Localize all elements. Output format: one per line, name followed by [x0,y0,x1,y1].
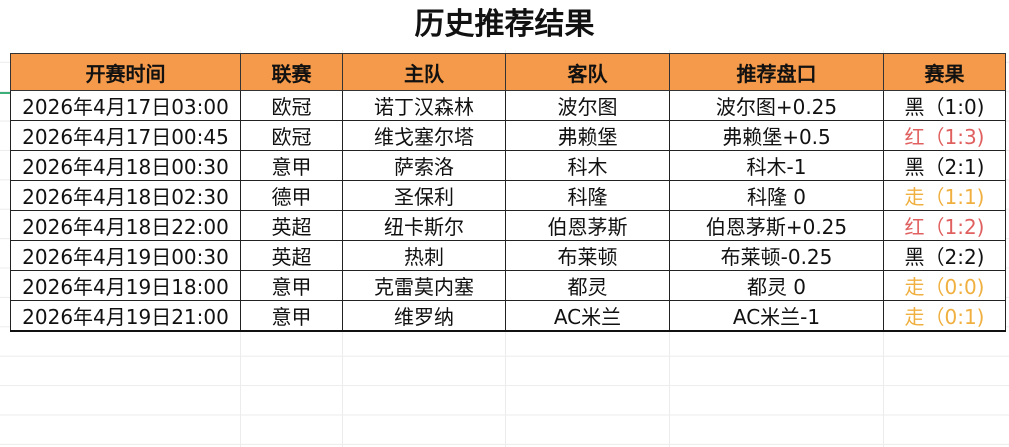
page-title: 历史推荐结果 [0,0,1009,50]
cell-away[interactable]: 伯恩茅斯 [505,210,670,241]
cell-league[interactable]: 英超 [240,210,343,241]
cell-time[interactable]: 2026年4月19日18:00 [10,270,241,301]
cell-home[interactable]: 诺丁汉森林 [342,90,506,121]
cell-result[interactable]: 走（1:1) [883,180,1006,211]
cell-pick[interactable]: 科木-1 [669,150,884,181]
cell-time[interactable]: 2026年4月18日22:00 [10,210,241,241]
cell-result[interactable]: 黑（2:1) [883,150,1006,181]
cell-away[interactable]: 布莱顿 [505,240,670,271]
cell-home[interactable]: 热刺 [342,240,506,271]
cell-home[interactable]: 纽卡斯尔 [342,210,506,241]
cell-away[interactable]: 波尔图 [505,90,670,121]
cell-pick[interactable]: 弗赖堡+0.5 [669,120,884,151]
cell-pick[interactable]: AC米兰-1 [669,300,884,332]
cell-league[interactable]: 欧冠 [240,90,343,121]
header-result[interactable]: 赛果 [883,53,1006,91]
cell-pick[interactable]: 布莱顿-0.25 [669,240,884,271]
cell-result[interactable]: 红（1:3) [883,120,1006,151]
cell-away[interactable]: AC米兰 [505,300,670,332]
cell-home[interactable]: 维罗纳 [342,300,506,332]
header-time[interactable]: 开赛时间 [10,53,241,91]
cell-pick[interactable]: 科隆 0 [669,180,884,211]
cell-time[interactable]: 2026年4月19日21:00 [10,300,241,332]
cell-pick[interactable]: 伯恩茅斯+0.25 [669,210,884,241]
header-home[interactable]: 主队 [342,53,506,91]
cell-league[interactable]: 意甲 [240,300,343,332]
cell-away[interactable]: 科木 [505,150,670,181]
table-row: 2026年4月17日03:00 欧冠 诺丁汉森林 波尔图 波尔图+0.25 黑（1:0) [10,90,1006,121]
cell-result[interactable]: 走（0:1) [883,300,1006,332]
cell-result[interactable]: 黑（2:2) [883,240,1006,271]
header-pick[interactable]: 推荐盘口 [669,53,884,91]
table-row: 2026年4月19日21:00 意甲 维罗纳 AC米兰 AC米兰-1 走（0:1) [10,300,1006,332]
cell-away[interactable]: 科隆 [505,180,670,211]
results-table: 开赛时间 联赛 主队 客队 推荐盘口 赛果 2026年4月17日03:00 欧冠诺… [10,53,1006,332]
cell-home[interactable]: 维戈塞尔塔 [342,120,506,151]
cell-home[interactable]: 萨索洛 [342,150,506,181]
cell-away[interactable]: 都灵 [505,270,670,301]
cell-home[interactable]: 圣保利 [342,180,506,211]
cell-time[interactable]: 2026年4月18日02:30 [10,180,241,211]
cell-league[interactable]: 英超 [240,240,343,271]
table-row: 2026年4月18日02:30 德甲 圣保利 科隆 科隆 0 走（1:1) [10,180,1006,211]
cell-league[interactable]: 意甲 [240,150,343,181]
table-row: 2026年4月19日18:00 意甲 克雷莫内塞 都灵 都灵 0 走（0:0) [10,270,1006,301]
table-row: 2026年4月18日00:30 意甲 萨索洛 科木 科木-1 黑（2:1) [10,150,1006,181]
cell-time[interactable]: 2026年4月18日00:30 [10,150,241,181]
header-row: 开赛时间 联赛 主队 客队 推荐盘口 赛果 [10,53,1006,91]
cell-time[interactable]: 2026年4月19日00:30 [10,240,241,271]
table-row: 2026年4月19日00:30 英超 热刺 布莱顿 布莱顿-0.25 黑（2:2) [10,240,1006,271]
cell-league[interactable]: 意甲 [240,270,343,301]
cell-away[interactable]: 弗赖堡 [505,120,670,151]
table-row: 2026年4月17日00:45 欧冠 维戈塞尔塔 弗赖堡 弗赖堡+0.5 红（1:3) [10,120,1006,151]
cell-pick[interactable]: 都灵 0 [669,270,884,301]
cell-league[interactable]: 德甲 [240,180,343,211]
cell-home[interactable]: 克雷莫内塞 [342,270,506,301]
cell-result[interactable]: 走（0:0) [883,270,1006,301]
cell-result[interactable]: 黑（1:0) [883,90,1006,121]
cell-result[interactable]: 红（1:2) [883,210,1006,241]
cell-time[interactable]: 2026年4月17日03:00 [10,90,241,121]
header-league[interactable]: 联赛 [240,53,343,91]
row-selection-marker [0,92,10,94]
cell-pick[interactable]: 波尔图+0.25 [669,90,884,121]
cell-league[interactable]: 欧冠 [240,120,343,151]
header-away[interactable]: 客队 [505,53,670,91]
table-row: 2026年4月18日22:00 英超 纽卡斯尔 伯恩茅斯 伯恩茅斯+0.25 红（1:2) [10,210,1006,241]
cell-time[interactable]: 2026年4月17日00:45 [10,120,241,151]
